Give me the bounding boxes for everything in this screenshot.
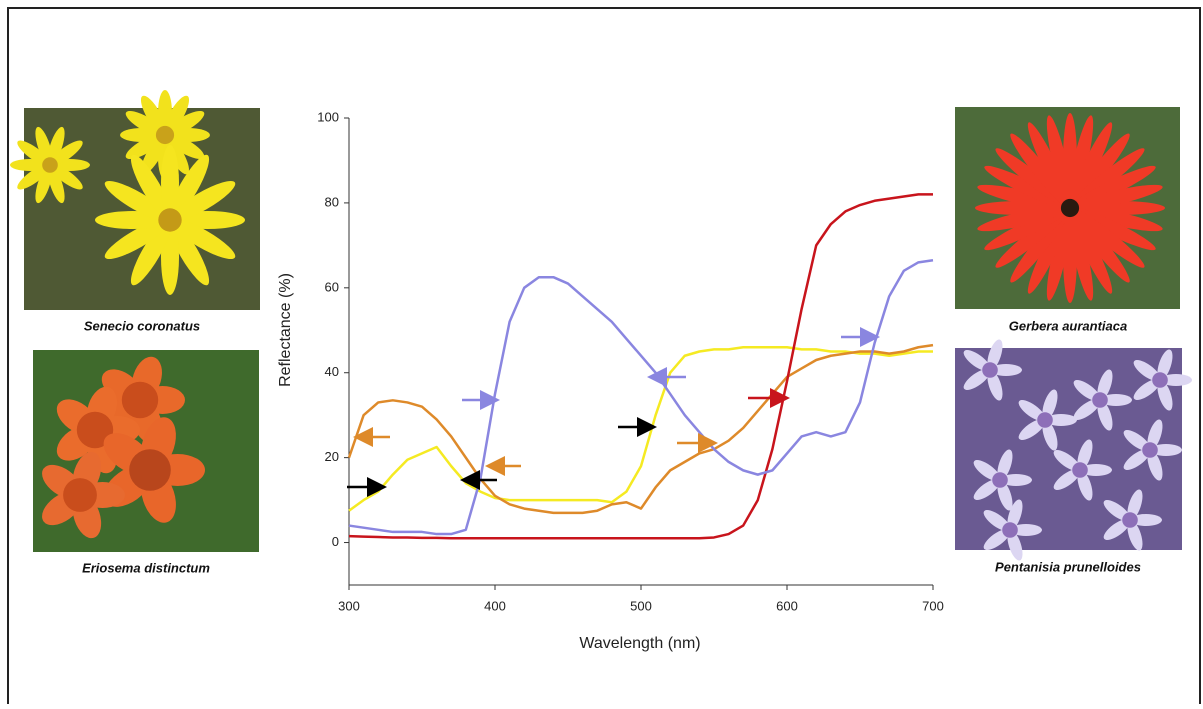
flower-center [1002,522,1018,538]
y-tick-label: 40 [325,364,339,379]
petal [1010,524,1042,536]
petal [168,154,210,221]
flower-center [158,208,182,232]
petal [1067,115,1094,209]
caption: Eriosema distinctum [82,560,210,575]
flower-center [982,362,998,378]
flower-center [1092,392,1108,408]
y-axis-title: Reflectance (%) [277,273,294,387]
flower-center [1037,412,1053,428]
flower-center [1122,512,1138,528]
petal [1160,374,1192,386]
petal [169,218,236,260]
photos [10,90,1192,561]
x-tick-label: 500 [630,598,652,613]
caption: Pentanisia prunelloides [995,559,1141,574]
x-tick-label: 700 [922,598,944,613]
flower-center [42,157,58,173]
petal [130,154,172,221]
series-line [348,258,934,536]
petal [49,164,83,190]
petal [17,140,51,166]
petal [125,110,166,137]
y-tick-label: 60 [325,279,339,294]
petal [1045,414,1077,426]
petal [168,219,210,286]
petal [130,219,172,286]
flower-center [1152,372,1168,388]
flower-center [1072,462,1088,478]
x-tick-label: 400 [484,598,506,613]
petal [17,164,51,190]
petal [1046,207,1073,301]
petal [47,126,65,166]
petal [169,180,236,222]
petal [1100,394,1132,406]
petal [104,180,171,222]
petal [49,140,83,166]
petal [1069,205,1163,232]
petal [1150,444,1182,456]
flower-center [1060,198,1080,218]
petal [977,184,1071,211]
flower-center [1142,442,1158,458]
caption: Senecio coronatus [84,318,200,333]
petal [35,164,53,204]
petal [1080,464,1112,476]
y-tick-label: 0 [332,534,339,549]
flower-center [121,381,159,419]
petal [140,134,167,175]
petal [990,364,1022,376]
series-line [348,193,933,540]
arrows [347,327,880,497]
flower-center [992,472,1008,488]
petal [164,110,205,137]
petal [1130,514,1162,526]
petal [164,133,205,160]
petal [1069,184,1163,211]
y-tick-label: 80 [325,194,339,209]
flower-center [155,125,175,145]
x-axis-title: Wavelength (nm) [579,635,700,652]
caption: Gerbera aurantiaca [1009,318,1128,333]
petal [163,95,190,136]
petal [104,218,171,260]
series-line [348,346,933,512]
series-line [347,343,934,515]
plot: 0 20 40 60 80 100 300 400 500 600 700 [317,109,944,613]
flower-center [76,411,114,449]
x-tick-label: 600 [776,598,798,613]
flower-center [63,478,97,512]
y-tick-label: 20 [325,449,339,464]
petal [1000,474,1032,486]
x-tick-label: 300 [338,598,360,613]
y-tick-label: 100 [317,109,339,124]
flower-center [129,449,171,491]
